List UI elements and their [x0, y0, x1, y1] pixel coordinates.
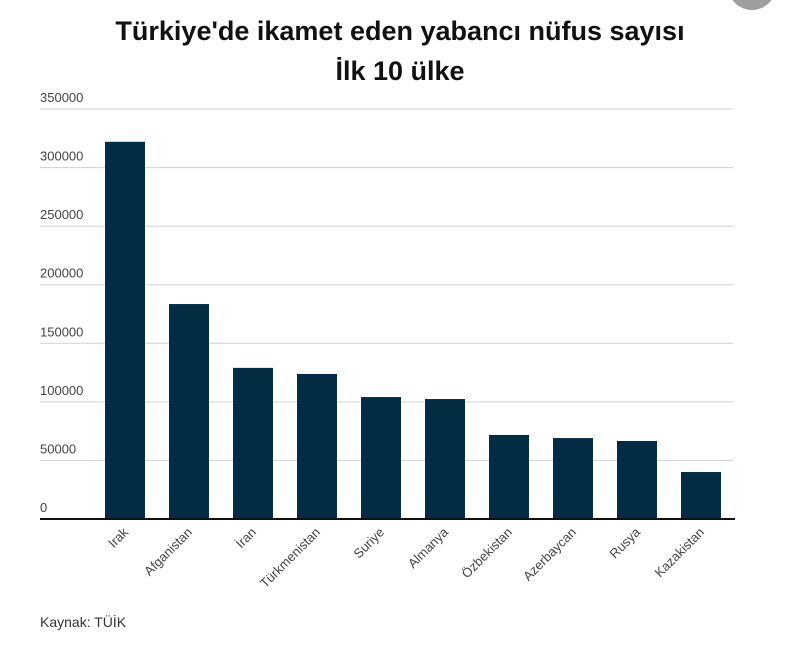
y-tick-label: 150000 — [40, 324, 83, 339]
bar — [617, 440, 657, 519]
chart-title: Türkiye'de ikamet eden yabancı nüfus say… — [115, 16, 684, 46]
source: Kaynak: TÜİK — [40, 613, 127, 630]
x-tick-label: Özbekistan — [459, 525, 516, 582]
corner-button[interactable] — [728, 0, 776, 10]
x-tick-label: Türkmenistan — [257, 525, 323, 591]
bar — [361, 397, 401, 519]
chart-subtitle: İlk 10 ülke — [335, 56, 464, 86]
x-tick-label: İran — [233, 525, 259, 551]
bar — [105, 141, 145, 520]
y-tick-label: 250000 — [40, 207, 83, 222]
x-tick-label: Azerbaycan — [520, 525, 579, 584]
y-tick-label: 0 — [40, 500, 47, 515]
y-tick-label: 100000 — [40, 383, 83, 398]
y-tick-label: 200000 — [40, 266, 83, 281]
y-tick-label: 50000 — [40, 441, 76, 456]
bar — [297, 373, 337, 519]
y-tick-label: 300000 — [40, 149, 83, 164]
x-tick-label: Kazakistan — [652, 525, 708, 581]
bar — [489, 435, 529, 519]
x-tick-label: Suriye — [350, 525, 387, 562]
x-tick-label: Afganistan — [141, 525, 195, 579]
x-tick-label: Rusya — [606, 524, 643, 561]
y-tick-label: 350000 — [40, 90, 83, 105]
bar — [425, 399, 465, 519]
bar — [681, 472, 721, 519]
bar — [233, 367, 273, 519]
bar — [553, 438, 593, 519]
x-tick-label: Irak — [105, 524, 131, 550]
bar — [169, 304, 209, 519]
x-tick-label: Almanya — [405, 524, 452, 571]
